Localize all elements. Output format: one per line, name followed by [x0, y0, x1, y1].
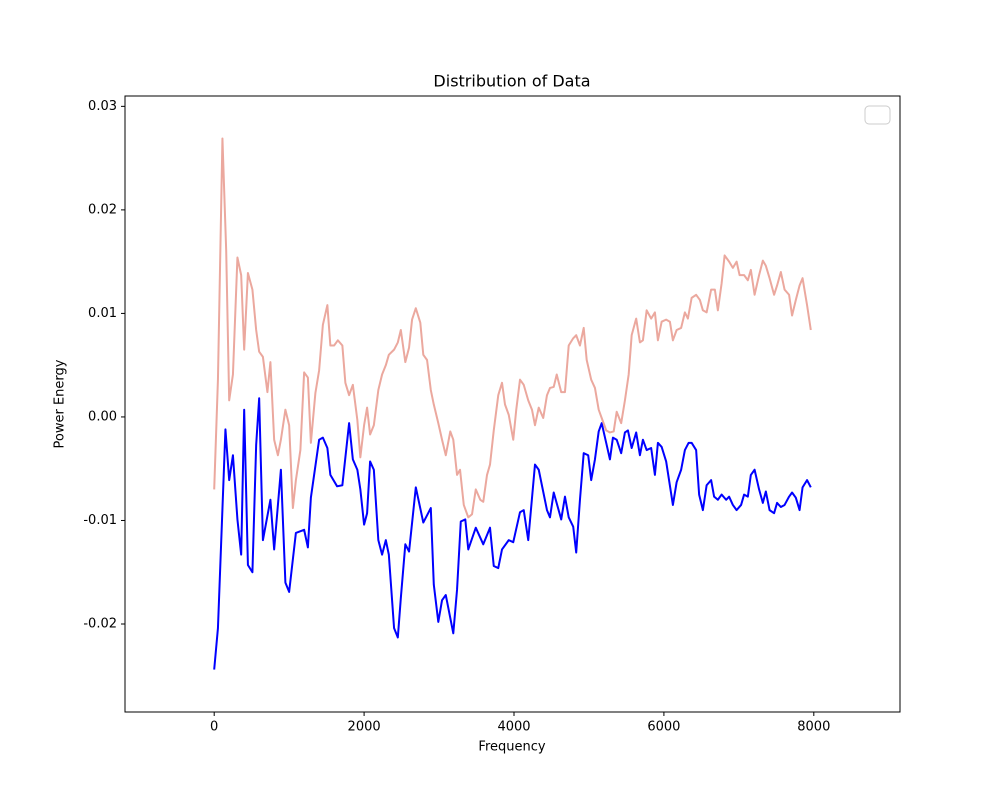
y-tick-label: -0.02 [83, 617, 117, 632]
legend-box [864, 105, 891, 125]
x-tick-label: 0 [210, 720, 218, 735]
x-tick-label: 6000 [647, 720, 680, 735]
line-series [213, 137, 812, 519]
chart-title: Distribution of Data [433, 72, 590, 91]
y-tick-label: -0.01 [83, 513, 117, 528]
plot-frame [124, 95, 901, 713]
y-axis-label: Power Energy [53, 359, 68, 448]
x-tick-label: 8000 [797, 720, 830, 735]
x-axis-label: Frequency [478, 740, 545, 755]
y-tick-label: 0.00 [88, 409, 117, 424]
x-tick-label: 4000 [497, 720, 530, 735]
line-series [213, 397, 812, 670]
y-tick-label: 0.01 [88, 306, 117, 321]
x-tick-label: 2000 [348, 720, 381, 735]
y-tick-label: 0.03 [88, 99, 117, 114]
y-tick-label: 0.02 [88, 202, 117, 217]
